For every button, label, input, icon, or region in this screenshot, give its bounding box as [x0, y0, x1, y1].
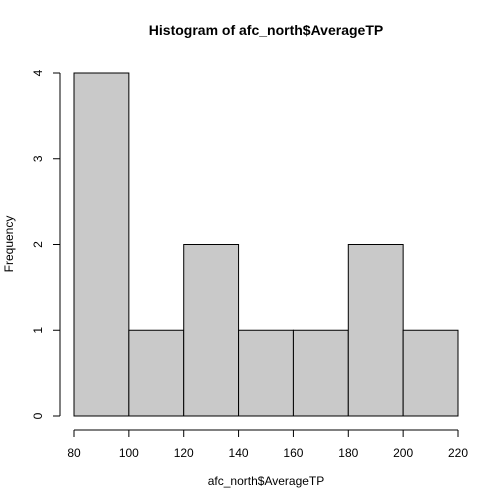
y-tick-label-2: 2: [31, 241, 45, 248]
y-tick-label-4: 4: [31, 69, 45, 76]
x-axis: 80 100 120 140 160 180 200 220: [67, 429, 468, 460]
x-tick-label-100: 100: [119, 446, 139, 460]
histogram-bar-180-200: [347, 244, 404, 417]
histogram-bar-120-140: [183, 244, 240, 417]
y-axis: 0 1 2 3 4: [31, 69, 61, 419]
x-tick-label-120: 120: [174, 446, 194, 460]
histogram-bar-100-120: [128, 329, 185, 417]
histogram-bar-80-100: [73, 72, 130, 417]
y-tick-label-3: 3: [31, 155, 45, 162]
y-tick-label-0: 0: [31, 412, 45, 419]
x-tick-label-80: 80: [67, 446, 81, 460]
x-axis-label: afc_north$AverageTP: [208, 474, 325, 488]
x-tick-label-140: 140: [229, 446, 249, 460]
x-tick-label-200: 200: [393, 446, 413, 460]
bars-group: [73, 72, 459, 417]
histogram-bar-140-160: [238, 329, 294, 417]
chart-title: Histogram of afc_north$AverageTP: [149, 22, 383, 38]
y-tick-label-1: 1: [31, 327, 45, 334]
x-tick-label-220: 220: [448, 446, 468, 460]
y-axis-label: Frequency: [2, 216, 16, 273]
histogram-bar-200-220: [402, 329, 459, 417]
x-tick-label-180: 180: [338, 446, 358, 460]
x-tick-label-160: 160: [283, 446, 303, 460]
histogram-bar-160-180: [292, 329, 349, 417]
